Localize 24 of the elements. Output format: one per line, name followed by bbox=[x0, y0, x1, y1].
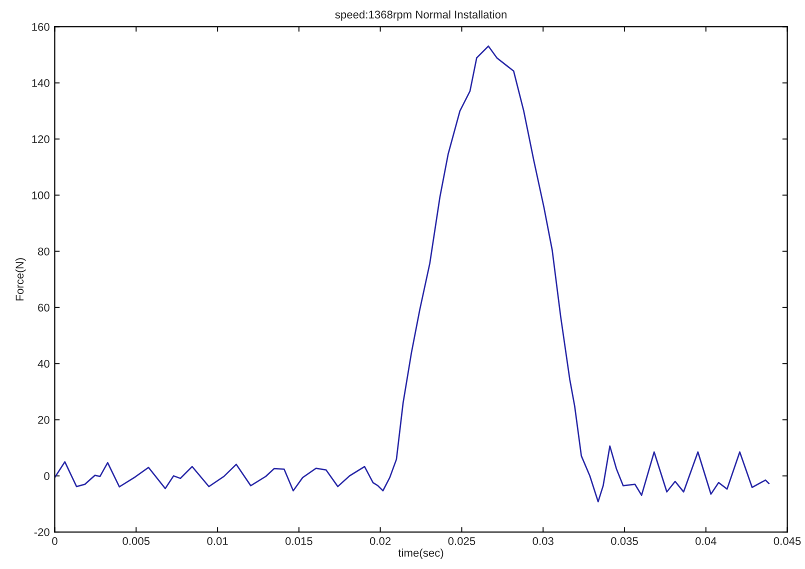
x-axis-title: time(sec) bbox=[398, 548, 444, 559]
y-tick-label: 40 bbox=[38, 360, 50, 368]
x-tick-label: 0.04 bbox=[696, 537, 716, 546]
x-tick-label: 0.015 bbox=[285, 537, 312, 546]
y-axis-title: Force(N) bbox=[15, 258, 26, 300]
y-tick-label: 0 bbox=[44, 472, 50, 480]
x-tick-label: 0 bbox=[52, 537, 58, 546]
x-tick-label: 0.045 bbox=[774, 537, 801, 546]
x-tick-label: 0.025 bbox=[448, 537, 476, 546]
y-tick-label: 100 bbox=[32, 191, 50, 200]
x-tick-label: 0.005 bbox=[122, 537, 150, 546]
y-tick-label: 80 bbox=[38, 248, 50, 256]
y-tick-label: 60 bbox=[38, 304, 50, 312]
x-tick-label: 0.035 bbox=[611, 537, 638, 546]
chart-title: speed:1368rpm Normal Installation bbox=[335, 10, 506, 21]
x-tick-label: 0.02 bbox=[370, 537, 391, 546]
y-tick-label: 160 bbox=[32, 23, 50, 31]
x-tick-label: 0.03 bbox=[532, 537, 554, 546]
line-series bbox=[54, 45, 770, 502]
y-tick-label: 20 bbox=[38, 416, 50, 424]
x-tick-label: 0.01 bbox=[207, 537, 228, 546]
y-tick-label: 120 bbox=[32, 135, 50, 144]
y-tick-label: 140 bbox=[32, 79, 50, 88]
y-tick-label: -20 bbox=[34, 528, 50, 536]
